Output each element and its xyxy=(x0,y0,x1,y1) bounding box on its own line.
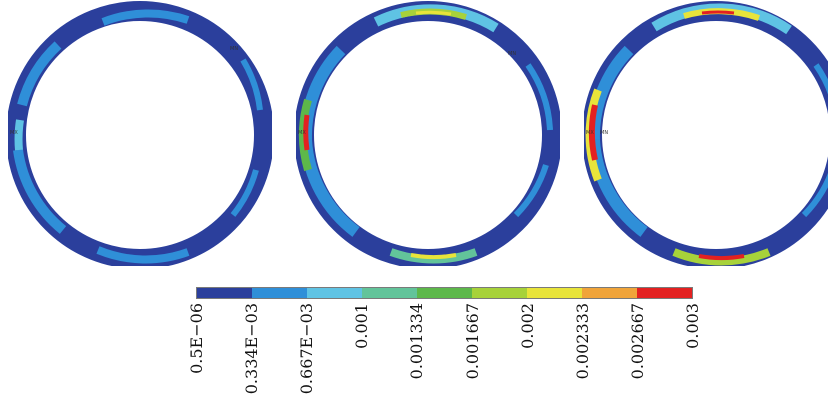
ring-3-marker-label: MX xyxy=(586,130,594,136)
color-legend-segment-7 xyxy=(527,288,582,298)
color-legend-segment-5 xyxy=(417,288,472,298)
color-legend-segment-9 xyxy=(637,288,692,298)
ring-1-marker-label: MX xyxy=(10,130,18,136)
color-legend-segment-6 xyxy=(472,288,527,298)
ring-3-extra-label: MN xyxy=(600,130,608,136)
ring-2-marker-label: MX xyxy=(298,130,306,136)
ring-1-extra-label: MN xyxy=(230,46,238,52)
color-legend-segment-1 xyxy=(197,288,252,298)
contour-ring-3: MX MN xyxy=(584,1,828,266)
color-legend-segment-4 xyxy=(362,288,417,298)
ring-2-extra-label: MN xyxy=(508,51,516,57)
color-legend-segment-8 xyxy=(582,288,637,298)
color-legend-segment-3 xyxy=(307,288,362,298)
contour-ring-2: MX MN xyxy=(296,1,560,266)
color-legend-bar xyxy=(196,287,693,299)
contour-ring-1: MX MN xyxy=(8,1,272,266)
color-legend-segment-2 xyxy=(252,288,307,298)
